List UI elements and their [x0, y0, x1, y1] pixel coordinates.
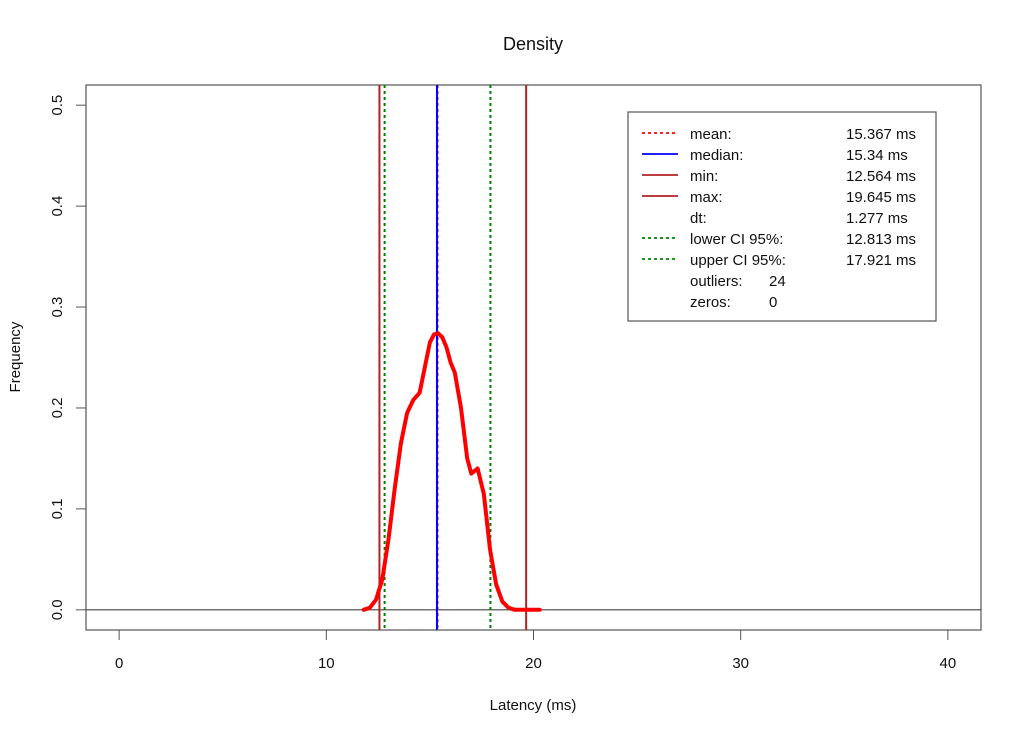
legend-value: 12.564 ms: [846, 168, 916, 185]
legend-label: zeros:: [690, 294, 731, 311]
legend-label: upper CI 95%:: [690, 252, 786, 269]
legend-value: 24: [769, 273, 786, 290]
chart-title: Density: [503, 34, 563, 54]
y-tick-label: 0.3: [49, 297, 66, 318]
legend-value: 15.34 ms: [846, 147, 908, 164]
legend-label: min:: [690, 168, 718, 185]
x-tick-label: 10: [318, 655, 335, 672]
y-tick-label: 0.4: [49, 196, 66, 217]
legend-value: 15.367 ms: [846, 126, 916, 143]
y-axis-label: Frequency: [7, 321, 24, 392]
x-axis-label: Latency (ms): [490, 697, 577, 714]
y-tick-label: 0.5: [49, 95, 66, 116]
legend-value: 19.645 ms: [846, 189, 916, 206]
x-tick-label: 0: [115, 655, 123, 672]
y-tick-label: 0.2: [49, 398, 66, 419]
legend-label: lower CI 95%:: [690, 231, 783, 248]
x-tick-label: 30: [732, 655, 749, 672]
y-tick-label: 0.0: [49, 599, 66, 620]
legend-value: 12.813 ms: [846, 231, 916, 248]
x-tick-label: 40: [940, 655, 957, 672]
legend-label: outliers:: [690, 273, 743, 290]
density-curve: [361, 331, 542, 612]
y-tick-label: 0.1: [49, 498, 66, 519]
legend-value: 1.277 ms: [846, 210, 908, 227]
x-tick-label: 20: [525, 655, 542, 672]
legend-label: mean:: [690, 126, 732, 143]
legend-box: [627, 111, 937, 322]
legend-label: max:: [690, 189, 723, 206]
legend-value: 17.921 ms: [846, 252, 916, 269]
legend-label: median:: [690, 147, 743, 164]
legend-label: dt:: [690, 210, 707, 227]
legend-value: 0: [769, 294, 777, 311]
